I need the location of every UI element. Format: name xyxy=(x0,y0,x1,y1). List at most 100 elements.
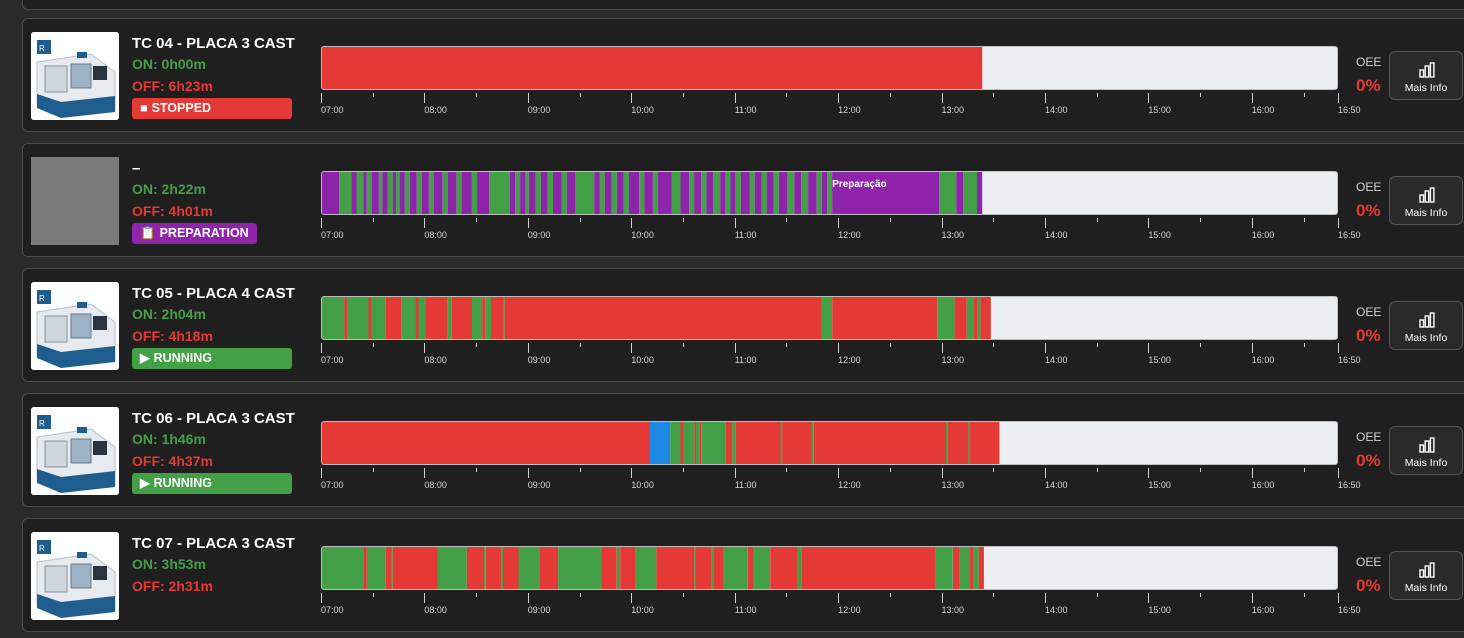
timeline-segment-stopped[interactable] xyxy=(801,547,936,590)
timeline-segment-running[interactable] xyxy=(694,547,696,590)
timeline-segment-running[interactable] xyxy=(653,172,659,215)
timeline-segment-stopped[interactable] xyxy=(813,422,946,465)
timeline-segment-preparation[interactable] xyxy=(322,172,340,215)
timeline-segment-running[interactable] xyxy=(416,172,422,215)
timeline-segment-preparation[interactable] xyxy=(540,172,548,215)
timeline-segment-preparation[interactable] xyxy=(382,172,388,215)
timeline-segment-preparation[interactable] xyxy=(628,172,640,215)
timeline-segment-running[interactable] xyxy=(366,172,372,215)
more-info-button[interactable]: Mais Info xyxy=(1389,51,1463,100)
timeline-segment-stopped[interactable] xyxy=(980,297,991,340)
timeline-segment-preparation[interactable] xyxy=(706,172,714,215)
timeline-segment-running[interactable] xyxy=(547,172,553,215)
timeline-segment-preparation[interactable] xyxy=(977,172,983,215)
timeline-segment-preparation[interactable] xyxy=(808,172,817,215)
timeline-segment-setup[interactable] xyxy=(649,422,671,465)
timeline-segment-running[interactable] xyxy=(366,547,386,590)
timeline-segment-stopped[interactable] xyxy=(694,422,696,465)
timeline-segment-running[interactable] xyxy=(670,422,681,465)
timeline-segment-running[interactable] xyxy=(356,172,364,215)
timeline-segment-stopped[interactable] xyxy=(970,547,974,590)
timeline-segment-preparation[interactable] xyxy=(680,172,690,215)
timeline-segment-running[interactable] xyxy=(428,172,435,215)
timeline-segment-preparation[interactable] xyxy=(422,172,429,215)
timeline-segment-running[interactable] xyxy=(623,172,629,215)
timeline-segment-preparation[interactable] xyxy=(447,172,457,215)
timeline-segment-running[interactable] xyxy=(396,172,400,215)
timeline-segment-running[interactable] xyxy=(935,547,953,590)
timeline-segment-running[interactable] xyxy=(390,547,393,590)
timeline-segment-running[interactable] xyxy=(937,297,955,340)
timeline-segment-running[interactable] xyxy=(787,172,795,215)
timeline-segment-preparation[interactable] xyxy=(434,172,443,215)
timeline-segment-stopped[interactable] xyxy=(485,547,502,590)
timeline-segment-stopped[interactable] xyxy=(425,297,448,340)
timeline-segment-running[interactable] xyxy=(503,297,505,340)
timeline-segment-preparation[interactable] xyxy=(766,172,774,215)
timeline-segment-stopped[interactable] xyxy=(954,297,967,340)
timeline-segment-running[interactable] xyxy=(472,297,483,340)
timeline-segment-running[interactable] xyxy=(639,172,645,215)
timeline-segment-running[interactable] xyxy=(484,547,486,590)
timeline-segment-stopped[interactable] xyxy=(368,297,372,340)
timeline-segment-preparation[interactable] xyxy=(553,172,562,215)
timeline-segment-running[interactable] xyxy=(780,422,783,465)
more-info-button[interactable]: Mais Info xyxy=(1389,426,1463,475)
timeline-segment-stopped[interactable] xyxy=(973,297,977,340)
timeline-segment-stopped[interactable] xyxy=(344,297,348,340)
timeline-segment-running[interactable] xyxy=(966,297,974,340)
timeline-segment-running[interactable] xyxy=(535,172,541,215)
timeline-segment-running[interactable] xyxy=(387,172,393,215)
timeline-segment-running[interactable] xyxy=(959,547,971,590)
timeline-segment-running[interactable] xyxy=(561,172,567,215)
timeline-segment-running[interactable] xyxy=(378,172,383,215)
timeline-segment-stopped[interactable] xyxy=(680,422,684,465)
timeline-segment-running[interactable] xyxy=(518,547,540,590)
machine-card[interactable]: – ON: 2h22m OFF: 4h01m 📋 PREPARATION Preparaç… xyxy=(22,143,1464,257)
timeline-segment-running[interactable] xyxy=(404,172,410,215)
timeline-segment-running[interactable] xyxy=(322,297,345,340)
timeline-segment-stopped[interactable] xyxy=(725,422,733,465)
timeline-segment-running[interactable] xyxy=(973,547,979,590)
timeline-bar[interactable]: Preparação xyxy=(321,171,1338,215)
timeline-segment-preparation[interactable] xyxy=(351,172,357,215)
timeline-segment-running[interactable] xyxy=(801,172,809,215)
timeline-segment-stopped[interactable] xyxy=(699,422,702,465)
timeline-segment-preparation[interactable] xyxy=(832,172,940,215)
timeline-segment-preparation[interactable] xyxy=(509,172,516,215)
timeline-segment-running[interactable] xyxy=(485,297,491,340)
timeline-segment-running[interactable] xyxy=(322,547,364,590)
timeline-segment-running[interactable] xyxy=(811,422,814,465)
timeline-segment-stopped[interactable] xyxy=(385,547,391,590)
timeline-segment-preparation[interactable] xyxy=(956,172,964,215)
timeline-segment-running[interactable] xyxy=(472,172,478,215)
timeline-segment-running[interactable] xyxy=(447,297,452,340)
timeline-segment-running[interactable] xyxy=(456,172,462,215)
timeline-segment-stopped[interactable] xyxy=(539,547,559,590)
timeline-segment-running[interactable] xyxy=(635,547,657,590)
timeline-segment-stopped[interactable] xyxy=(363,547,367,590)
timeline-segment-preparation[interactable] xyxy=(477,172,490,215)
timeline-segment-preparation[interactable] xyxy=(616,172,624,215)
timeline-segment-preparation[interactable] xyxy=(372,172,379,215)
timeline-segment-running[interactable] xyxy=(701,172,707,215)
timeline-segment-stopped[interactable] xyxy=(832,297,938,340)
timeline-segment-running[interactable] xyxy=(684,422,695,465)
timeline-segment-stopped[interactable] xyxy=(451,297,472,340)
timeline-segment-running[interactable] xyxy=(558,547,602,590)
timeline-segment-stopped[interactable] xyxy=(620,547,636,590)
timeline-segment-running[interactable] xyxy=(797,547,802,590)
timeline-segment-stopped[interactable] xyxy=(735,422,781,465)
timeline-segment-running[interactable] xyxy=(821,297,833,340)
timeline-segment-preparation[interactable] xyxy=(730,172,736,215)
timeline-segment-running[interactable] xyxy=(723,547,748,590)
timeline-segment-running[interactable] xyxy=(489,172,510,215)
timeline-segment-stopped[interactable] xyxy=(385,297,402,340)
timeline-segment-running[interactable] xyxy=(616,547,621,590)
timeline-segment-stopped[interactable] xyxy=(770,547,798,590)
timeline-segment-running[interactable] xyxy=(501,547,503,590)
timeline-segment-running[interactable] xyxy=(732,422,736,465)
timeline-segment-running[interactable] xyxy=(696,422,700,465)
timeline-segment-running[interactable] xyxy=(525,172,529,215)
more-info-button[interactable]: Mais Info xyxy=(1389,176,1463,225)
